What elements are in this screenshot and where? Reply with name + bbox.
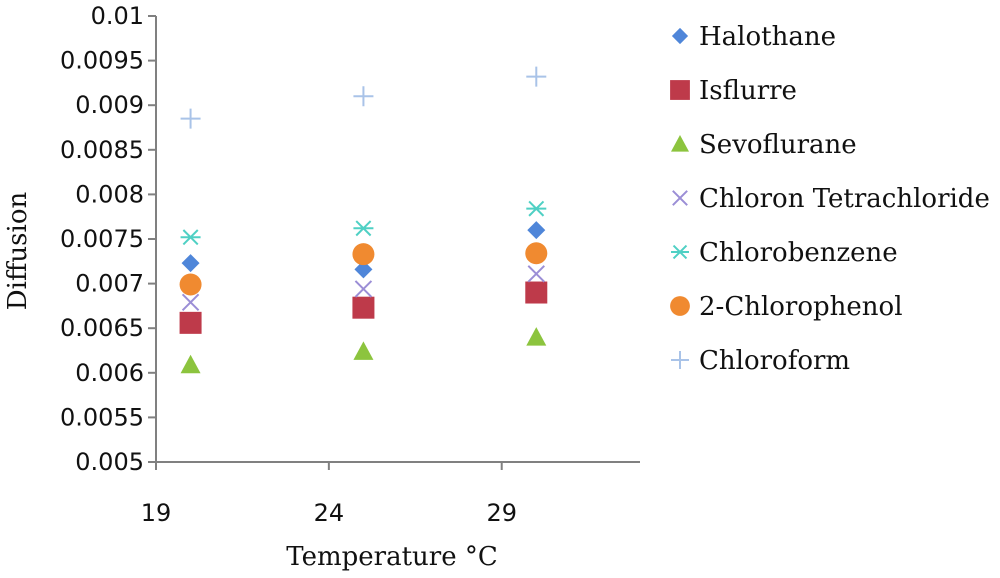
data-point xyxy=(179,273,202,296)
x-tick-label: 24 xyxy=(314,499,345,527)
legend-marker xyxy=(671,244,689,260)
legend-label: Halothane xyxy=(699,22,836,52)
y-tick-label: 0.0055 xyxy=(60,403,144,431)
legend-marker xyxy=(671,351,689,369)
legend-label: Sevoflurane xyxy=(699,130,857,160)
legend-item: Chloron Tetrachloride xyxy=(672,184,990,214)
data-point xyxy=(526,327,547,346)
data-point xyxy=(353,341,374,360)
series-chloron-tetrachloride xyxy=(181,265,545,312)
legend-label: Isflurre xyxy=(699,76,797,106)
y-tick-label: 0.0065 xyxy=(60,314,144,342)
legend-item: 2-Chlorophenol xyxy=(670,292,903,322)
y-tick-label: 0.005 xyxy=(75,448,144,476)
series-chloroform xyxy=(180,66,547,129)
y-tick-label: 0.008 xyxy=(75,180,144,208)
y-tick-labels: 0.005 0.0055 0.006 0.0065 0.007 0.0075 0.008 0.… xyxy=(60,2,156,476)
legend-marker xyxy=(670,80,690,100)
data-point xyxy=(181,293,200,312)
legend-marker xyxy=(670,296,690,316)
y-axis-title: Diffusion xyxy=(3,192,33,311)
series-2-chlorophenol xyxy=(179,242,548,296)
data-point xyxy=(354,280,373,298)
data-point xyxy=(353,220,374,237)
series-isflurre xyxy=(179,281,548,334)
data-point xyxy=(525,281,548,304)
data-point xyxy=(181,254,200,273)
data-point xyxy=(180,229,201,246)
legend-marker xyxy=(672,190,688,206)
legend-item: Halothane xyxy=(671,22,836,52)
y-tick-label: 0.0075 xyxy=(60,225,144,253)
y-tick-label: 0.0095 xyxy=(60,47,144,75)
data-point xyxy=(180,108,201,129)
series-halothane xyxy=(181,221,546,279)
legend-label: Chlorobenzene xyxy=(699,238,898,268)
x-tick-label: 29 xyxy=(486,499,517,527)
x-axis-title: Temperature °C xyxy=(286,542,498,572)
data-point xyxy=(526,66,547,87)
data-point xyxy=(180,354,201,374)
legend-label: Chloroform xyxy=(699,346,850,376)
legend-marker xyxy=(671,27,689,45)
series-sevoflurane xyxy=(180,327,547,374)
legend: Halothane Isflurre Sevoflurane Chloron Tetr… xyxy=(670,22,990,376)
y-tick-label: 0.0085 xyxy=(60,136,144,164)
data-point xyxy=(526,200,547,217)
x-tick-label: 19 xyxy=(141,499,172,527)
legend-item: Isflurre xyxy=(670,76,797,106)
x-tick-labels: 19 24 29 xyxy=(141,462,517,527)
y-tick-label: 0.007 xyxy=(75,270,144,298)
data-point xyxy=(352,243,375,266)
data-point xyxy=(179,311,202,334)
legend-item: Chlorobenzene xyxy=(671,238,898,268)
data-point xyxy=(527,221,546,240)
series-chlorobenzene xyxy=(180,200,547,246)
legend-item: Chloroform xyxy=(671,346,850,376)
data-points xyxy=(179,66,548,374)
legend-label: 2-Chlorophenol xyxy=(699,292,903,322)
data-point xyxy=(353,86,374,107)
y-tick-label: 0.006 xyxy=(75,359,144,387)
data-point xyxy=(354,260,373,279)
y-tick-label: 0.009 xyxy=(75,91,144,119)
data-point xyxy=(525,242,548,265)
y-tick-label: 0.01 xyxy=(91,2,144,30)
legend-label: Chloron Tetrachloride xyxy=(699,184,990,214)
data-point xyxy=(527,265,545,283)
data-point xyxy=(352,296,375,319)
legend-marker xyxy=(671,135,689,152)
legend-item: Sevoflurane xyxy=(671,130,857,160)
axes xyxy=(155,16,640,463)
